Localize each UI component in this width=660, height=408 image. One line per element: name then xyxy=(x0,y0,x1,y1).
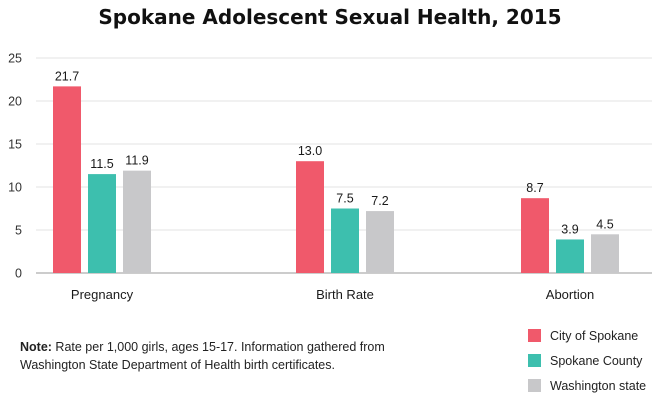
data-label-pregnancy-city-of-spokane: 21.7 xyxy=(55,69,79,83)
data-label-pregnancy-washington-state: 11.9 xyxy=(125,154,148,168)
bar-abortion-city-of-spokane xyxy=(521,198,549,273)
data-label-abortion-city-of-spokane: 8.7 xyxy=(526,181,543,195)
chart-title: Spokane Adolescent Sexual Health, 2015 xyxy=(98,5,562,29)
data-label-abortion-spokane-county: 3.9 xyxy=(561,222,578,236)
bar-abortion-spokane-county xyxy=(556,239,584,273)
x-category-label-abortion: Abortion xyxy=(546,287,594,302)
x-category-label-birth-rate: Birth Rate xyxy=(316,287,374,302)
legend-swatch-washington-state xyxy=(528,379,541,392)
legend-item-city-of-spokane: City of Spokane xyxy=(528,323,646,348)
data-label-birth-rate-washington-state: 7.2 xyxy=(371,194,388,208)
y-tick-label-25: 25 xyxy=(8,52,22,66)
y-tick-label-15: 15 xyxy=(8,138,22,152)
bar-birth-rate-city-of-spokane xyxy=(296,161,324,273)
bar-abortion-washington-state xyxy=(591,234,619,273)
x-category-label-pregnancy: Pregnancy xyxy=(71,287,134,302)
chart-note: Note: Rate per 1,000 girls, ages 15-17. … xyxy=(20,338,410,374)
legend-item-spokane-county: Spokane County xyxy=(528,348,646,373)
data-label-abortion-washington-state: 4.5 xyxy=(596,217,613,231)
bar-birth-rate-washington-state xyxy=(366,211,394,273)
legend-swatch-city-of-spokane xyxy=(528,329,541,342)
legend-label-spokane-county: Spokane County xyxy=(550,353,643,368)
note-label: Note: xyxy=(20,340,52,354)
bar-birth-rate-spokane-county xyxy=(331,208,359,273)
y-tick-label-0: 0 xyxy=(15,267,22,281)
bar-pregnancy-spokane-county xyxy=(88,174,116,273)
bar-pregnancy-washington-state xyxy=(123,170,151,273)
y-tick-label-10: 10 xyxy=(8,181,22,195)
chart-legend: City of Spokane Spokane County Washingto… xyxy=(528,323,646,398)
legend-label-washington-state: Washington state xyxy=(550,378,647,393)
bar-pregnancy-city-of-spokane xyxy=(53,86,81,273)
legend-label-city-of-spokane: City of Spokane xyxy=(550,328,639,343)
y-tick-label-20: 20 xyxy=(8,95,22,109)
legend-item-washington-state: Washington state xyxy=(528,373,646,398)
note-text: Rate per 1,000 girls, ages 15-17. Inform… xyxy=(20,340,385,372)
data-label-birth-rate-spokane-county: 7.5 xyxy=(336,192,353,206)
legend-swatch-spokane-county xyxy=(528,354,541,367)
data-label-birth-rate-city-of-spokane: 13.0 xyxy=(298,144,322,158)
y-tick-label-5: 5 xyxy=(15,224,22,238)
data-label-pregnancy-spokane-county: 11.5 xyxy=(90,157,113,171)
